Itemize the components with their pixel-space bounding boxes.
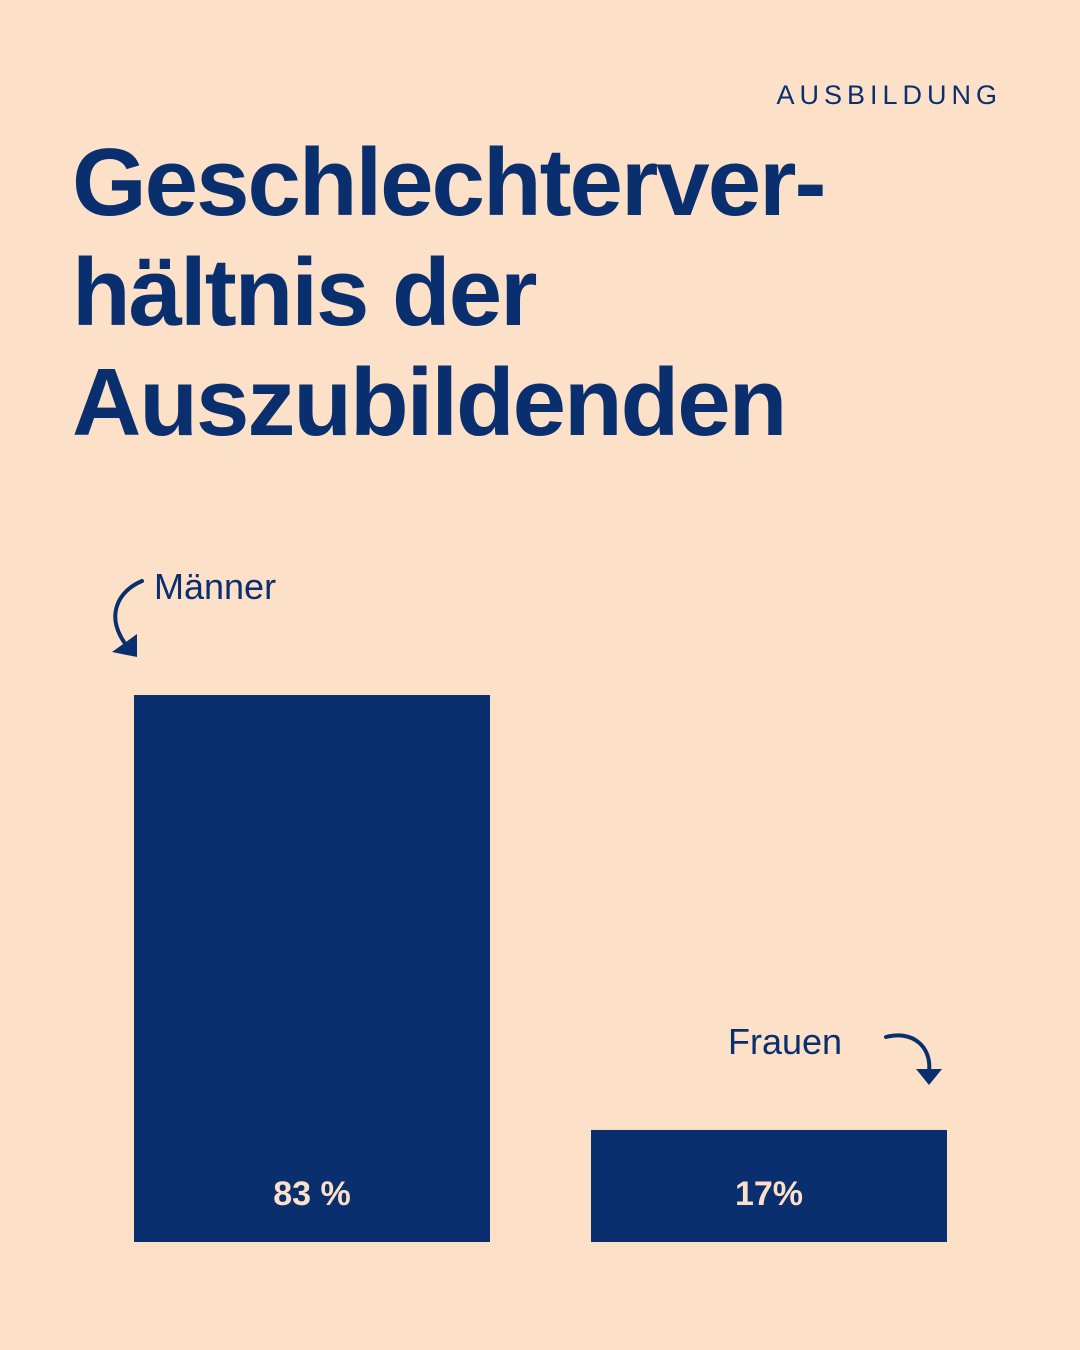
category-label-maenner: Männer: [154, 566, 276, 607]
curved-arrow-down-icon: [884, 1033, 942, 1085]
bar-maenner: [134, 695, 490, 1242]
section-kicker: AUSBILDUNG: [776, 80, 1002, 110]
value-label-maenner: 83 %: [273, 1175, 351, 1213]
value-label-frauen: 17%: [735, 1175, 803, 1213]
curved-arrow-down-icon: [112, 579, 144, 657]
category-label-frauen: Frauen: [728, 1021, 842, 1062]
title-line-1: Geschlechterver-: [72, 129, 826, 236]
bar-frauen: [591, 1129, 947, 1242]
title-line-2: hältnis der: [72, 239, 537, 346]
title-line-3: Auszubildenden: [72, 349, 787, 456]
bars-group: [134, 695, 947, 1242]
labels-group: 83 % Männer 17% Frauen: [112, 566, 942, 1213]
page-title: Geschlechterver- hältnis der Auszubilden…: [72, 128, 972, 458]
